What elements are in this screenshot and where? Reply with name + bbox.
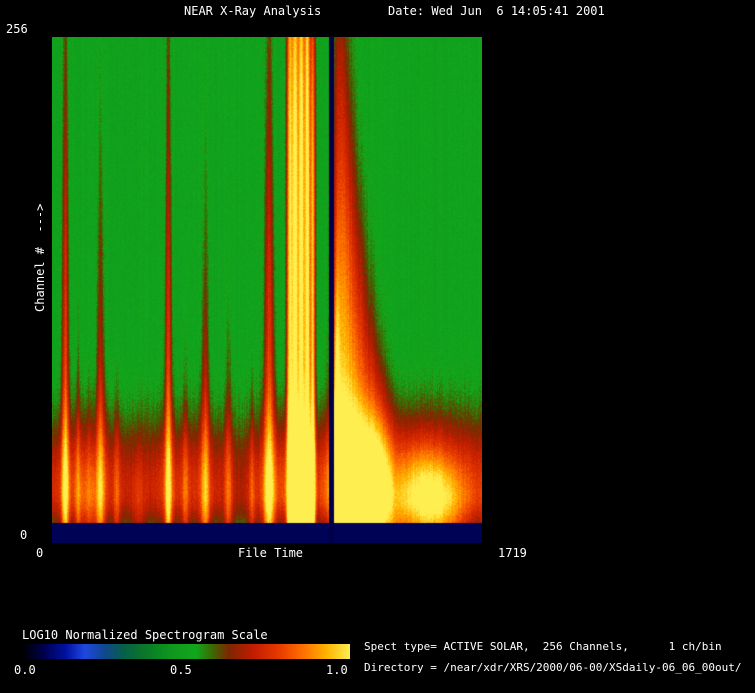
x-axis-max-label: 1719	[498, 546, 527, 560]
date-label: Date: Wed Jun 6 14:05:41 2001	[388, 4, 605, 18]
spectrogram-canvas	[52, 37, 482, 543]
colorbar-tick-right: 1.0	[326, 663, 348, 677]
spectrogram-plot-area	[52, 37, 482, 543]
app-title: NEAR X-Ray Analysis	[184, 4, 322, 18]
x-axis-title: File Time	[238, 546, 304, 560]
y-axis-min-label: 0	[20, 528, 28, 542]
x-axis-min-label: 0	[36, 546, 44, 560]
colorbar-title: LOG10 Normalized Spectrogram Scale	[22, 628, 268, 642]
colorbar-tick-mid: 0.5	[170, 663, 192, 677]
spect-type-label: Spect type= ACTIVE SOLAR, 256 Channels, …	[364, 640, 722, 653]
colorbar-tick-left: 0.0	[14, 663, 36, 677]
colorbar	[22, 644, 350, 659]
directory-label: Directory = /near/xdr/XRS/2000/06-00/XSd…	[364, 661, 742, 674]
y-axis-max-label: 256	[6, 22, 28, 36]
y-axis-title: Channel # --->	[33, 203, 47, 312]
colorbar-canvas	[22, 644, 350, 659]
